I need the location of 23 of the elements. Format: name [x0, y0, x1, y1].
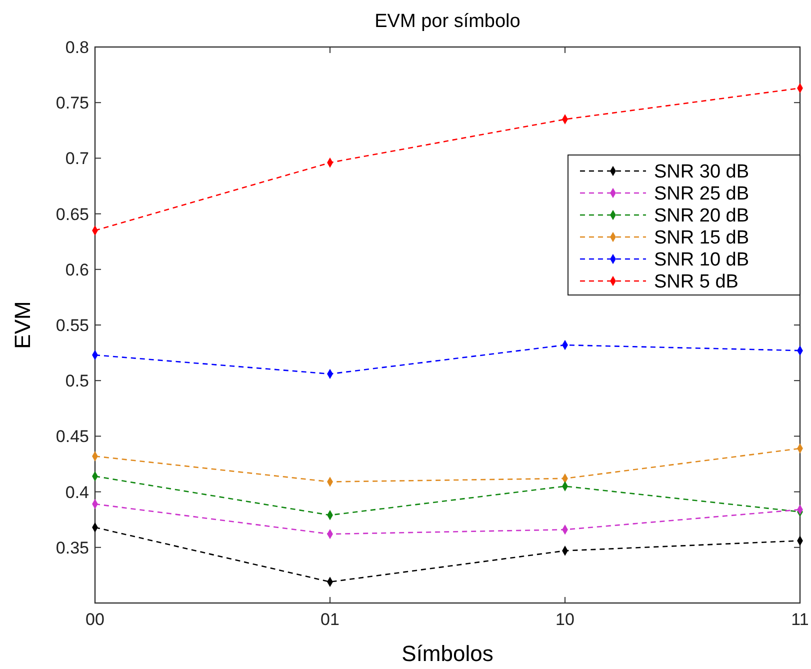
- y-tick-label: 0.75: [56, 94, 89, 113]
- x-tick-label: 11: [791, 610, 809, 629]
- y-tick-label: 0.65: [56, 204, 89, 224]
- legend-label: SNR 20 dB: [654, 206, 750, 227]
- chart-title: EVM por símbolo: [374, 11, 520, 32]
- legend-label: SNR 15 dB: [654, 228, 750, 249]
- x-axis-title: Símbolos: [402, 641, 494, 666]
- legend-label: SNR 5 dB: [654, 272, 738, 293]
- x-tick-label: 01: [320, 610, 340, 629]
- y-tick-label: 0.8: [65, 38, 89, 57]
- x-tick-label: 10: [556, 610, 574, 629]
- y-axis-title: EVM: [10, 301, 35, 349]
- y-tick-label: 0.7: [65, 149, 89, 168]
- y-tick-label: 0.55: [56, 316, 89, 335]
- y-tick-label: 0.5: [65, 372, 89, 391]
- legend-label: SNR 25 dB: [654, 184, 750, 205]
- y-tick-label: 0.6: [65, 260, 89, 280]
- legend-label: SNR 10 dB: [654, 250, 750, 271]
- y-tick-label: 0.45: [56, 427, 89, 446]
- y-tick-label: 0.35: [56, 538, 89, 558]
- legend-label: SNR 30 dB: [654, 162, 750, 183]
- x-tick-label: 00: [86, 610, 104, 629]
- y-tick-label: 0.4: [65, 482, 89, 502]
